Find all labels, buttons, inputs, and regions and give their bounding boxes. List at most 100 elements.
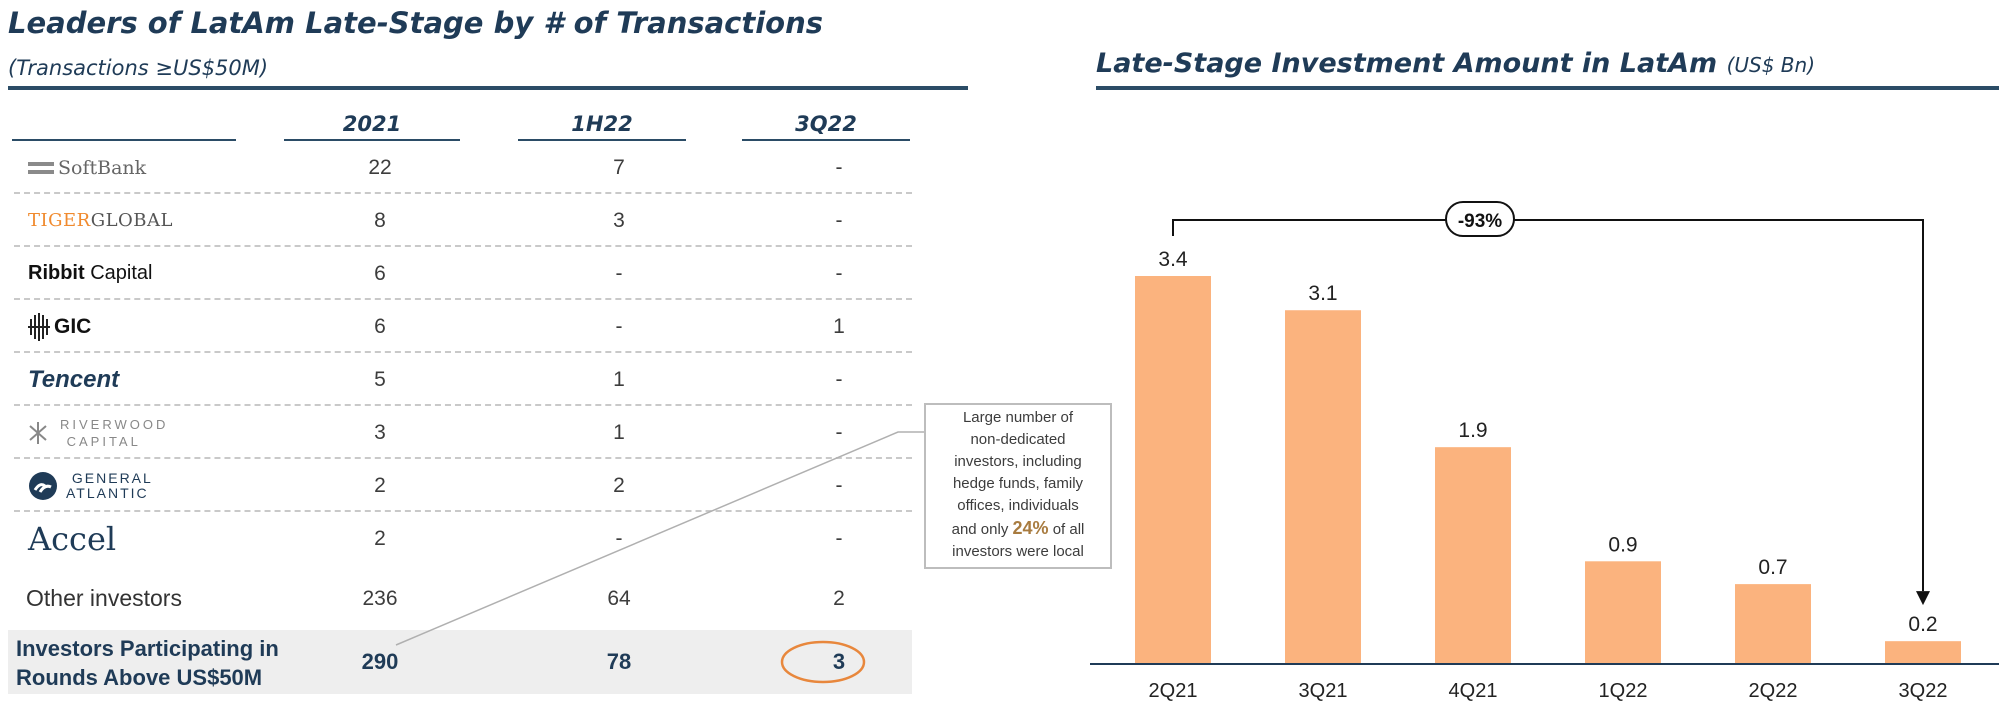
cell-3q22: - [835,262,843,285]
table-row-tiger-global: TIGERGLOBAL 8 3 - [14,194,912,247]
value-label-4Q21: 1.9 [1458,419,1487,442]
cell-2021: 3 [374,421,386,444]
riverwood-logo-text: RIVERWOOD CAPITAL [60,416,169,449]
row-divider [14,192,912,194]
change-arrow: -93% [1172,201,1930,606]
right-title-unit: (US$ Bn) [1726,53,1815,77]
bar-4Q21 [1435,447,1511,664]
cell-2021: 236 [362,587,398,610]
cell-1h22: 2 [613,474,625,497]
callout-highlight: 24% [1012,518,1049,538]
riverwood-capital-logo: RIVERWOOD CAPITAL [28,406,168,459]
cell-2021: 6 [374,262,386,285]
cell-1h22: - [615,527,623,550]
change-badge [1445,201,1515,237]
total-label-line2: Rounds Above US$50M [16,665,263,690]
row-divider [14,245,912,247]
table-row-ribbit-capital: Ribbit Capital 6 - - [14,247,912,300]
table-row-accel: Accel 2 - - [14,512,912,565]
general-atlantic-logo: GENERAL ATLANTIC [28,459,153,512]
cell-3q22: 2 [833,587,845,610]
bar-1Q22 [1585,561,1661,664]
gic-icon [28,312,50,341]
cell-1h22: - [615,262,623,285]
cell-3q22: 1 [833,315,845,338]
callout-line-highlight: and only 24% of all [926,517,1110,541]
cell-2021: 2 [374,474,386,497]
value-label-2Q22: 0.7 [1758,556,1787,579]
callout-line: investors were local [952,543,1084,560]
value-label-3Q22: 0.2 [1908,613,1937,636]
left-title: Leaders of LatAm Late-Stage by # of Tran… [8,6,824,40]
col-head-3q22: 3Q22 [795,112,857,136]
x-tick-4Q21: 4Q21 [1449,680,1498,702]
bar-chart: 3.4 2Q21 3.1 3Q21 1.9 4Q21 0.9 1Q22 0.7 2Q22 0.2 3Q… [1090,201,1999,702]
right-title-rule [1096,86,1999,90]
value-label-2Q21: 3.4 [1158,248,1188,271]
table-row-softbank: SoftBank 22 7 - [14,141,912,194]
softbank-logo: SoftBank [28,141,146,194]
left-title-rule [8,86,968,90]
callout-suffix: of all [1052,521,1085,538]
tencent-logo: Tencent [28,353,119,406]
cell-1h22: 1 [613,368,625,391]
arrow-line [1172,219,1924,592]
callout-line: offices, individuals [957,497,1079,514]
arrow-head [1916,591,1930,606]
other-investors-label: Other investors [26,585,182,611]
x-tick-1Q22: 1Q22 [1599,680,1648,702]
callout-line: non-dedicated [970,431,1066,448]
cell-1h22: 3 [613,209,625,232]
softbank-logo-text: SoftBank [58,156,147,179]
bar-3Q22 [1885,641,1961,664]
x-tick-3Q22: 3Q22 [1899,680,1948,702]
callout-connector-line [395,431,924,646]
cell-1h22: 1 [613,421,625,444]
cell-1h22: - [615,315,623,338]
callout-box: Large number of non-dedicated investors,… [924,403,1112,569]
total-label-line1: Investors Participating in [16,636,279,661]
value-label-1Q22: 0.9 [1608,533,1637,556]
tencent-logo-text: Tencent [28,365,120,393]
total-label: Investors Participating in Rounds Above … [16,634,279,692]
riverwood-icon [29,421,47,444]
left-subtitle: (Transactions ≥US$50M) [8,56,269,80]
cell-3q22: - [835,368,843,391]
total-3q22-circle [780,640,866,684]
accel-logo: Accel [28,512,116,565]
accel-logo-text: Accel [28,519,117,558]
cell-2021: 22 [368,156,392,179]
general-atlantic-icon [29,471,57,500]
table-row-gic: GIC 6 - 1 [14,300,912,353]
row-divider [14,457,912,459]
cell-3q22: - [835,209,843,232]
table-row-tencent: Tencent 5 1 - [14,353,912,406]
cell-1h22: 64 [607,587,631,610]
cell-2021: 6 [374,315,386,338]
callout-prefix: and only [951,521,1009,538]
value-label-3Q21: 3.1 [1308,282,1337,305]
col-head-2021: 2021 [342,112,402,136]
callout-line: investors, including [954,453,1082,470]
x-tick-3Q21: 3Q21 [1299,680,1348,702]
col-head-1h22: 1H22 [571,112,633,136]
tiger-global-logo: TIGERGLOBAL [28,194,173,247]
ribbit-capital-logo: Ribbit Capital [28,247,152,300]
col-line-3q22 [742,139,910,141]
x-tick-2Q21: 2Q21 [1149,680,1198,702]
total-1h22: 78 [606,649,632,674]
cell-2021: 5 [374,368,386,391]
row-divider [14,351,912,353]
gic-logo: GIC [28,300,91,353]
cell-2021: 8 [374,209,386,232]
callout-line: hedge funds, family [952,475,1084,492]
right-title: Late-Stage Investment Amount in LatAm (U… [1096,48,1815,79]
bar-3Q21 [1285,310,1361,664]
x-tick-2Q22: 2Q22 [1749,680,1798,702]
row-divider [14,298,912,300]
total-3q22: 3 [832,649,846,674]
bar-2Q21 [1135,276,1211,664]
cell-3q22: - [835,527,843,550]
total-2021: 290 [361,649,399,674]
